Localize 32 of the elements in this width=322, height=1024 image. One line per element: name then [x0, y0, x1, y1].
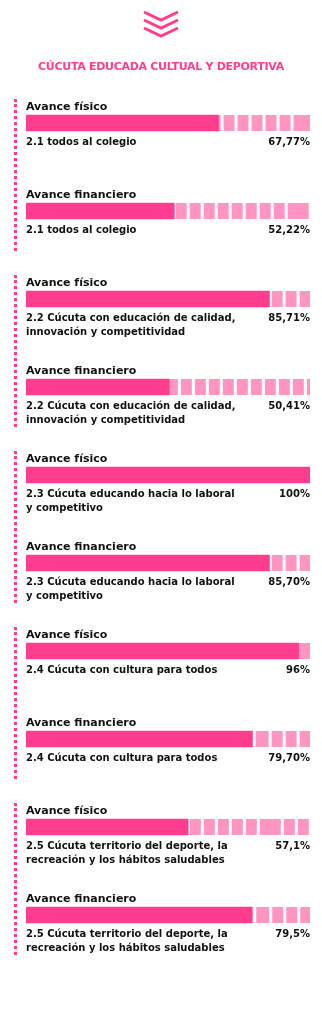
chart-title: CÚCUTA EDUCADA CULTUAL Y DEPORTIVA	[37, 60, 285, 73]
annotation: Avance físico	[26, 628, 108, 641]
annotation: Avance físico	[26, 452, 108, 465]
data-label: 50,41%	[268, 400, 310, 411]
annotation: Avance físico	[26, 276, 108, 289]
y-tick-label: 2.2 Cúcuta con educación de calidad, innovación y competitividad	[26, 400, 236, 425]
annotation: Avance físico	[26, 100, 108, 113]
y-tick-label: 2.5 Cúcuta territorio del deporte, la recreación y los hábitos saludables	[26, 840, 228, 865]
annotation: Avance financiero	[26, 716, 137, 729]
data-label: 67,77%	[268, 136, 310, 147]
data-label: 79,70%	[268, 752, 310, 763]
data-label: 79,5%	[275, 928, 310, 939]
y-tick-label: 2.3 Cúcuta educando hacia lo laboral y competitivo	[26, 576, 235, 601]
y-tick-label: 2.5 Cúcuta territorio del deporte, la recreación y los hábitos saludables	[26, 928, 228, 953]
data-label: 52,22%	[268, 224, 310, 235]
data-label: 85,70%	[268, 576, 310, 587]
y-tick-label: 2.2 Cúcuta con educación de calidad, innovación y competitividad	[26, 312, 236, 337]
annotation: Avance financiero	[26, 364, 137, 377]
y-tick-label: 2.1 todos al colegio	[26, 224, 137, 235]
data-label: 100%	[279, 488, 310, 499]
bar	[26, 466, 310, 484]
y-tick-label: 2.1 todos al colegio	[26, 136, 137, 147]
annotation: Avance financiero	[26, 188, 137, 201]
data-label: 85,71%	[268, 312, 310, 323]
annotation: Avance financiero	[26, 540, 137, 553]
annotation: Avance financiero	[26, 892, 137, 905]
data-label: 96%	[286, 664, 310, 675]
data-label: 57,1%	[275, 840, 310, 851]
annotation: Avance físico	[26, 804, 108, 817]
y-tick-label: 2.4 Cúcuta con cultura para todos	[26, 752, 218, 763]
y-tick-label: 2.4 Cúcuta con cultura para todos	[26, 664, 218, 675]
y-tick-label: 2.3 Cúcuta educando hacia lo laboral y competitivo	[26, 488, 235, 513]
